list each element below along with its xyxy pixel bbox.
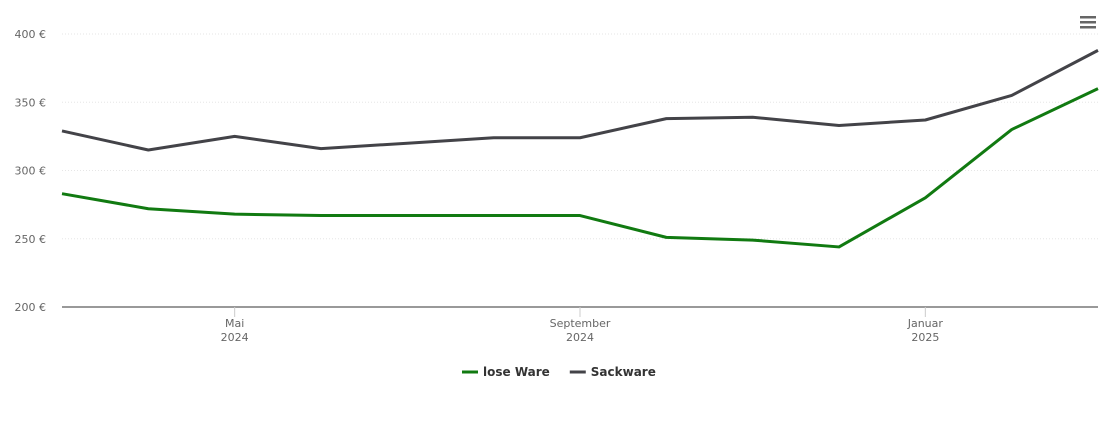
menu-bar [1080,21,1096,24]
legend-label: Sackware [591,365,656,379]
legend-label: lose Ware [483,365,550,379]
y-tick-label: 200 € [15,301,47,314]
y-tick-label: 300 € [15,165,47,178]
y-tick-label: 400 € [15,28,47,41]
menu-bar [1080,26,1096,29]
x-tick-label: September [550,317,611,330]
menu-bar [1080,16,1096,19]
x-tick-label: Januar [907,317,944,330]
x-tick-year: 2025 [911,331,939,344]
x-tick-year: 2024 [221,331,249,344]
menu-button[interactable] [1080,16,1096,29]
y-tick-label: 350 € [15,96,47,109]
line [61,49,1099,152]
x-tick-year: 2024 [566,331,594,344]
legend-item[interactable]: Sackware [569,365,656,379]
x-tick-label: Mai [225,317,244,330]
legend: lose Ware Sackware [462,365,656,379]
line [61,87,1099,249]
legend-item[interactable]: lose Ware [462,365,550,379]
y-tick-label: 250 € [15,233,47,246]
